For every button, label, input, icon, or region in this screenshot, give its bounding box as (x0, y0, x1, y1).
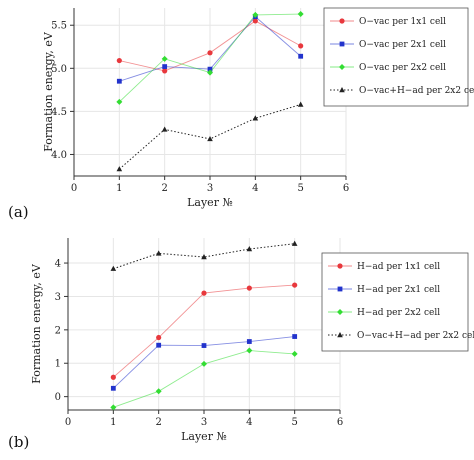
data-point (297, 11, 304, 18)
data-point (252, 115, 259, 121)
data-point (246, 347, 253, 354)
data-point (116, 57, 122, 64)
series-3 (116, 101, 304, 172)
data-point (110, 374, 116, 380)
legend-marker (339, 64, 345, 70)
data-point (201, 343, 207, 348)
y-tick-label: 3 (55, 292, 61, 303)
legend-marker (339, 87, 345, 93)
x-tick-label: 0 (71, 183, 77, 194)
legend-entry: O−vac+H−ad per 2x2 cell (359, 86, 474, 96)
y-tick-label: 0 (55, 392, 61, 403)
legend-entry: O−vac per 2x2 cell (359, 63, 446, 73)
data-point (162, 68, 168, 74)
data-point (252, 18, 258, 24)
data-point (246, 246, 253, 252)
data-point (161, 126, 168, 132)
data-point (155, 250, 162, 256)
data-point (298, 43, 304, 49)
y-tick-label: 4 (55, 259, 61, 270)
data-point (116, 78, 122, 84)
x-tick-label: 4 (252, 183, 258, 194)
legend-entry: H−ad per 2x1 cell (357, 285, 440, 295)
legend-marker (339, 18, 345, 24)
data-point (207, 135, 213, 142)
y-tick-label: 4.5 (51, 107, 67, 118)
x-tick-label: 5 (291, 417, 297, 428)
x-tick-label: 6 (343, 183, 349, 194)
data-point (155, 388, 162, 395)
data-point (116, 98, 123, 105)
x-tick-label: 1 (116, 183, 122, 194)
series-2 (116, 11, 304, 105)
x-tick-label: 1 (110, 417, 116, 428)
y-tick-label: 5.5 (51, 21, 67, 32)
x-tick-label: 6 (337, 417, 343, 428)
legend-marker (337, 332, 343, 338)
y-tick-label: 5.0 (51, 64, 67, 75)
legend-marker (337, 263, 343, 269)
legend-marker (337, 286, 343, 292)
y-tick-label: 1 (55, 359, 61, 370)
data-point (116, 166, 123, 172)
panel-b: 0 1 2 3 4 5 6 0 1 2 3 4 Layer № Formation energy, eV (… (8, 238, 474, 451)
series-line (113, 243, 295, 270)
y-axis-label: Formation energy, eV (42, 31, 55, 152)
legend: O−vac per 1x1 cell O−vac per 2x1 cell O−va… (323, 7, 474, 107)
data-point (110, 265, 117, 271)
panel-a: 0 1 2 3 4 5 6 4.0 4.5 5.0 5.5 Layer № Formation ener… (8, 7, 474, 221)
data-point (291, 350, 298, 357)
data-point (156, 342, 162, 348)
y-tick-label: 4.0 (51, 150, 67, 161)
x-axis-label: Layer № (187, 196, 233, 209)
data-point (298, 53, 304, 59)
data-point (246, 285, 252, 291)
x-tick-label: 4 (246, 417, 252, 428)
series-0 (110, 282, 298, 380)
legend-entry: H−ad per 1x1 cell (357, 262, 440, 272)
panel-label: (b) (8, 433, 29, 451)
series-3 (110, 240, 298, 271)
data-point (297, 101, 304, 107)
data-point (162, 64, 168, 69)
data-point (291, 240, 298, 246)
data-point (201, 254, 207, 260)
legend-entry: H−ad per 2x2 cell (357, 308, 440, 318)
data-point (207, 50, 213, 56)
legend-entry: O−vac+H−ad per 2x2 cell (357, 331, 474, 341)
x-axis-label: Layer № (181, 430, 227, 443)
x-tick-label: 3 (201, 417, 207, 428)
data-point (292, 334, 298, 339)
series-line (119, 104, 301, 170)
data-point (252, 11, 259, 18)
x-tick-label: 0 (65, 417, 71, 428)
y-axis-label: Formation energy, eV (30, 263, 43, 384)
data-point (207, 66, 213, 72)
legend-entry: O−vac per 1x1 cell (359, 17, 446, 27)
x-tick-label: 5 (297, 183, 303, 194)
data-point (207, 69, 213, 76)
legend: H−ad per 1x1 cell H−ad per 2x1 cell H−ad p… (321, 252, 474, 352)
data-point (201, 290, 207, 296)
legend-entry: O−vac per 2x1 cell (359, 40, 446, 50)
panel-label: (a) (8, 203, 29, 221)
data-point (161, 55, 168, 62)
series-2 (110, 347, 298, 411)
data-point (246, 339, 252, 344)
data-point (110, 404, 117, 411)
x-tick-label: 2 (161, 183, 167, 194)
series-1 (110, 334, 298, 391)
legend-marker (337, 309, 343, 315)
data-point (292, 282, 298, 288)
data-point (156, 334, 162, 341)
x-tick-label: 3 (207, 183, 213, 194)
data-point (110, 385, 116, 391)
data-point (201, 360, 207, 367)
legend-marker (339, 41, 345, 47)
x-tick-label: 2 (155, 417, 161, 428)
y-tick-label: 2 (55, 325, 61, 336)
